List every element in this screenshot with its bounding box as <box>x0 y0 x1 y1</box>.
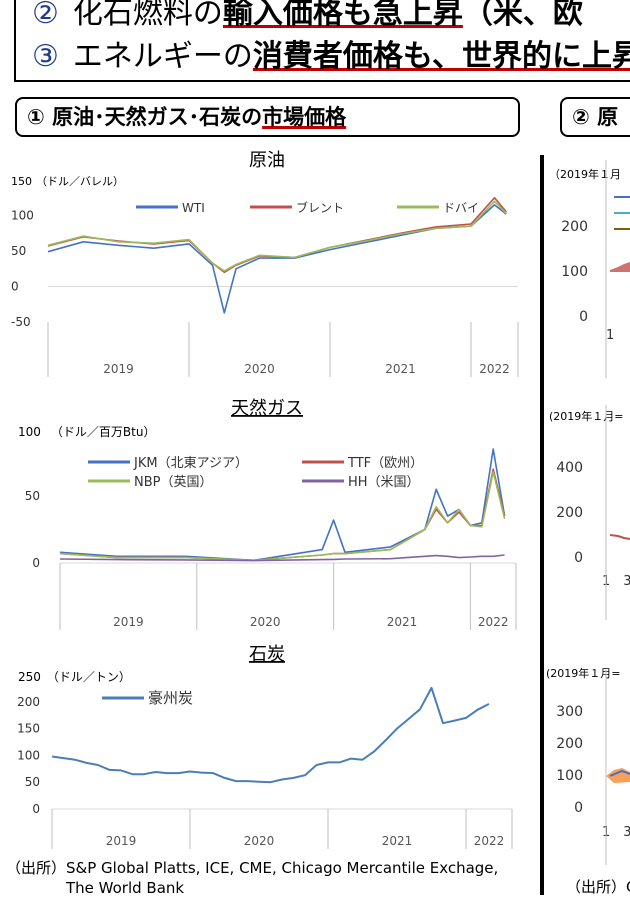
x-year-label: 2020 <box>250 615 281 629</box>
series-line <box>59 448 506 562</box>
crude-oil-title: 原油 <box>249 150 285 171</box>
legend-label: WTI <box>182 201 205 215</box>
panel-2-chart-2-ytick: 200 <box>556 505 583 521</box>
x-year-label: 2021 <box>382 834 413 848</box>
natural-gas-unit: 100 （ドル／百万Btu） <box>18 425 155 439</box>
source-line-2: The World Bank <box>6 879 185 897</box>
panel-2-number: ② <box>572 105 590 129</box>
panel-2-chart-1-xtick: 1 <box>606 328 615 343</box>
point-2-rest: （米、欧 <box>462 0 583 31</box>
x-year-label: 2019 <box>113 615 144 629</box>
series-line <box>59 554 505 562</box>
panel-2-chart-3-lines <box>606 768 630 783</box>
series-line <box>47 197 507 274</box>
panel-2-chart-1-ytick: 0 <box>579 309 588 325</box>
y-tick-label: 100 <box>11 209 34 223</box>
source-line-1: （出所）S&P Global Platts, ICE, CME, Chicago… <box>6 859 499 877</box>
legend-label: HH（米国） <box>348 475 420 490</box>
point-3-text: エネルギーの <box>72 39 253 74</box>
point-2: ② 化石燃料の輸入価格も急上昇（米、欧 <box>32 0 583 32</box>
legend-label: 豪州炭 <box>148 689 193 707</box>
source-note: （出所）S&P Global Platts, ICE, CME, Chicago… <box>6 858 498 898</box>
y-tick-label: 100 <box>17 748 40 762</box>
point-3: ③ エネルギーの消費者価格も、世界的に上昇 <box>32 31 630 75</box>
y-tick-label: 50 <box>25 489 40 503</box>
y-tick-label: 200 <box>17 695 40 709</box>
natural-gas-title: 天然ガス <box>231 398 303 419</box>
panel-2-chart-2-lines <box>609 534 630 540</box>
panel-2-chart-3-ytick: 300 <box>556 704 583 720</box>
panel-2-header: ② 原 <box>560 97 630 137</box>
panel-2-chart-1-ytick: 100 <box>561 264 588 280</box>
divider-bar <box>540 155 544 895</box>
panel-2-chart-1-lines <box>610 262 630 272</box>
x-year-label: 2022 <box>474 834 505 848</box>
point-3-number: ③ <box>32 39 59 74</box>
panel-2-partial-charts <box>605 160 630 865</box>
panel-2-chart-3-note: (2019年１月= <box>546 667 621 680</box>
panel-1-title-underlined: 市場価格 <box>262 105 347 129</box>
panel-2-chart-3-ytick: 200 <box>556 736 583 752</box>
series-line <box>59 468 506 562</box>
panel-2-chart-3-ytick: 100 <box>556 768 583 784</box>
panel-2-chart-2-ytick: 400 <box>556 460 583 476</box>
market-price-charts: 原油 150 （ドル／バレル） 100 50 0 -50 2019 2020 2021 202… <box>11 150 519 849</box>
legend-label: ドバイ <box>443 201 479 215</box>
legend-label: TTF（欧州） <box>347 456 423 471</box>
x-year-label: 2019 <box>103 362 134 376</box>
panel-2-chart-2-xtick: 1 3 <box>602 574 630 589</box>
panel-1-title: 原油･天然ガス･石炭の <box>52 105 263 129</box>
panel-1-header: ① 原油･天然ガス･石炭の市場価格 <box>15 97 520 137</box>
y-tick-label: 50 <box>25 775 40 789</box>
panel-2-chart-1-ytick: 200 <box>561 219 588 235</box>
series-line <box>47 200 507 272</box>
crude-oil-chart: 原油 150 （ドル／バレル） 100 50 0 -50 2019 2020 2021 202… <box>11 150 519 377</box>
point-2-number: ② <box>32 0 59 31</box>
key-points-box <box>14 0 630 82</box>
x-year-label: 2022 <box>479 362 510 376</box>
legend-label: ブレント <box>296 200 344 215</box>
x-year-label: 2020 <box>244 834 275 848</box>
y-tick-label: -50 <box>11 315 31 329</box>
panel-2-chart-1-note: （2019年１月 <box>549 168 621 181</box>
panel-2-title: 原 <box>597 105 619 129</box>
point-3-highlight: 消費者価格も、世界的に上昇 <box>252 39 630 74</box>
panel-2-source: （出所）G <box>566 878 630 896</box>
panel-2-chart-3-ytick: 0 <box>574 800 583 816</box>
x-year-label: 2021 <box>387 615 418 629</box>
series-line <box>59 471 506 562</box>
y-tick-label: 150 <box>17 722 40 736</box>
point-2-text: 化石燃料の <box>72 0 223 31</box>
coal-title: 石炭 <box>249 644 285 665</box>
point-2-highlight: 輸入価格も急上昇 <box>222 0 463 31</box>
y-tick-label: 0 <box>32 802 40 816</box>
x-year-label: 2019 <box>106 834 137 848</box>
series-line <box>51 686 490 784</box>
natural-gas-chart: 天然ガス 100 （ドル／百万Btu） 500 2019 2020 2021 2022 … <box>18 398 517 630</box>
series-line <box>47 204 507 314</box>
panel-2-chart-3-line <box>609 769 630 777</box>
panel-1-number: ① <box>27 105 45 129</box>
y-tick-label: 50 <box>11 244 26 258</box>
coal-chart: 石炭 250 （ドル／トン） 200 150 100 50 0 2019 2020 2021 2… <box>17 644 513 849</box>
x-year-label: 2022 <box>478 615 509 629</box>
panel-2-chart-3-xtick: 1 3 <box>602 825 630 840</box>
x-year-label: 2020 <box>244 362 275 376</box>
panel-2-chart-2-note: (2019年１月= <box>549 410 624 423</box>
legend-label: JKM（北東アジア） <box>133 455 248 471</box>
x-year-label: 2021 <box>385 362 416 376</box>
coal-unit: 250 （ドル／トン） <box>18 670 131 684</box>
panel-2-chart-2-ytick: 0 <box>574 550 583 566</box>
crude-oil-unit: 150 （ドル／バレル） <box>11 175 124 188</box>
y-tick-label: 0 <box>11 280 19 294</box>
legend-label: NBP（英国） <box>134 475 212 490</box>
y-tick-label: 0 <box>32 556 40 570</box>
